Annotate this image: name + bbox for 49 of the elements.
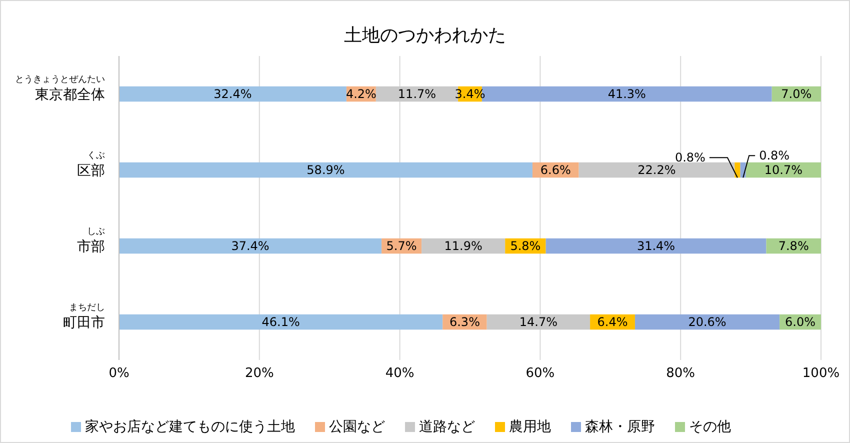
data-label: 14.7% xyxy=(519,315,558,329)
data-label: 5.8% xyxy=(510,239,541,253)
bar xyxy=(578,162,735,178)
bar xyxy=(634,314,780,330)
data-label: 0.8% xyxy=(674,150,706,165)
data-label: 6.3% xyxy=(449,315,480,329)
y-tick-label: とうきょうとぜんたい東京都全体 xyxy=(15,75,105,103)
data-label: 11.7% xyxy=(398,87,436,101)
y-tick-label: まちだし町田市 xyxy=(63,303,105,331)
data-label: 32.4% xyxy=(214,87,252,101)
bar xyxy=(119,314,443,330)
data-label: 46.1% xyxy=(262,315,300,329)
data-label: 10.7% xyxy=(764,163,803,177)
bar xyxy=(119,162,532,178)
data-label: 37.4% xyxy=(231,239,270,253)
x-tick-label: 80% xyxy=(666,366,696,382)
bar xyxy=(734,162,740,178)
chart-title: 土地のつかわれかた xyxy=(343,24,507,47)
x-tick-label: 60% xyxy=(526,366,555,382)
x-tick-label: 100% xyxy=(802,366,840,382)
legend-label: その他 xyxy=(689,419,731,435)
data-label: 6.4% xyxy=(597,315,628,329)
legend-label: 森林・原野 xyxy=(585,419,655,435)
x-tick-label: 20% xyxy=(244,366,274,382)
bar xyxy=(486,314,590,330)
x-tick-label: 40% xyxy=(385,366,414,382)
data-label: 22.2% xyxy=(638,163,676,177)
legend-label: 農用地 xyxy=(509,419,551,435)
data-label: 4.2% xyxy=(346,87,376,101)
bar xyxy=(546,238,766,254)
data-label: 20.6% xyxy=(688,315,726,329)
bar xyxy=(119,238,382,254)
bar xyxy=(119,86,346,102)
data-label: 0.8% xyxy=(759,148,790,163)
data-label: 6.6% xyxy=(540,163,571,177)
data-label: 7.8% xyxy=(778,239,809,253)
data-label: 11.9% xyxy=(444,239,482,253)
y-tick-label: くぶ区部 xyxy=(77,151,105,179)
data-label: 58.9% xyxy=(306,163,345,177)
data-label: 31.4% xyxy=(636,239,676,253)
data-label: 5.7% xyxy=(386,239,417,253)
legend-label: 公園など xyxy=(329,419,385,435)
x-tick-label: 0% xyxy=(108,366,130,382)
legend-label: 家やお店など建てものに使う土地 xyxy=(85,419,295,435)
y-tick-label: しぶ市部 xyxy=(77,227,105,255)
data-label: 7.0% xyxy=(781,87,812,101)
data-label: 41.3% xyxy=(608,87,646,101)
legend-label: 道路など xyxy=(419,419,475,435)
data-label: 6.0% xyxy=(785,315,816,329)
